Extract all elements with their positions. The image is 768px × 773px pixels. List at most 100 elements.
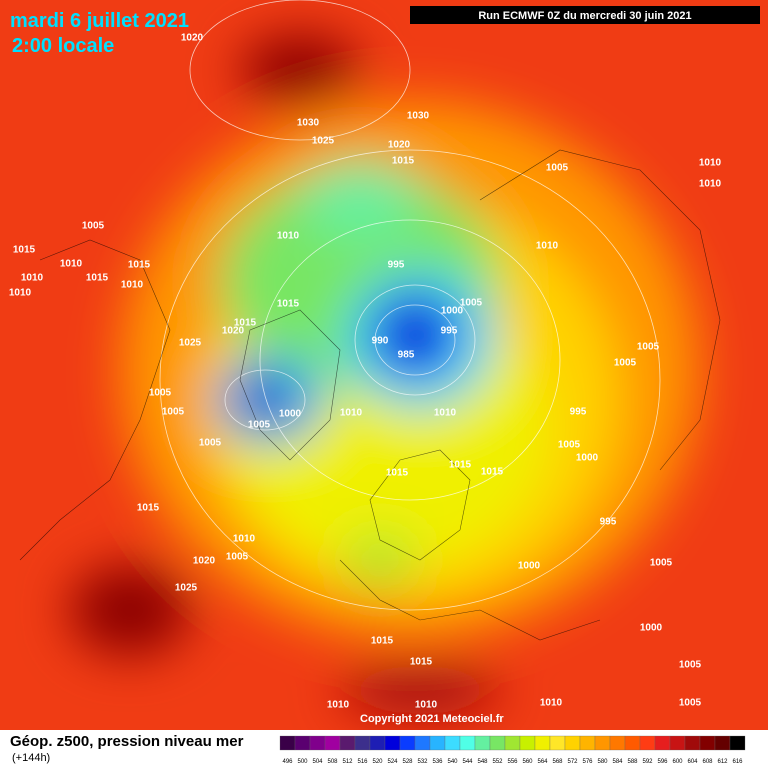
legend-swatch [699,735,716,751]
legend-swatch [549,735,566,751]
isobar-label: 1015 [277,299,300,310]
legend-swatch [594,735,611,751]
isobar-label: 1020 [181,33,204,44]
color-legend: 496 500 504 508 512 516 520 524 528 532 536 540 544 5… [279,735,746,765]
forecast-date: mardi 6 juillet 2021 [10,10,189,32]
legend-swatch [399,735,416,751]
isobar-label: 1010 [233,534,256,545]
legend-swatch [579,735,596,751]
isobar-label: 1025 [312,136,335,147]
isobar-label: 1010 [21,273,44,284]
legend-label: 548 [477,759,488,765]
legend-swatch [384,735,401,751]
legend-label: 616 [732,759,743,765]
legend-swatch [339,735,356,751]
isobar-label: 1015 [137,503,160,514]
forecast-time: 2:00 locale [12,35,114,57]
legend-label: 600 [672,759,683,765]
isobar-label: 1025 [175,583,198,594]
legend-label: 508 [327,759,338,765]
isobar-label: 1005 [162,407,185,418]
isobar-label: 1005 [82,221,105,232]
legend-label: 612 [717,759,728,765]
isobar-label: 995 [441,326,458,337]
legend-label: 520 [372,759,383,765]
legend-label: 500 [297,759,308,765]
legend-swatch [309,735,326,751]
legend-swatch [684,735,701,751]
isobar-label: 1030 [407,111,430,122]
isobar-label: 1015 [234,318,257,329]
isobar-label: 1020 [222,326,245,337]
legend-swatch [279,735,296,751]
isobar-label: 1005 [460,298,483,309]
isobar-label: 1005 [614,358,637,369]
isobar-label: 1000 [441,306,464,317]
isobar-label: 1005 [546,163,569,174]
legend-label: 528 [402,759,413,765]
legend-swatch [369,735,386,751]
isobar-label: 1010 [540,698,563,709]
legend-swatch [474,735,491,751]
isobar-label: 1015 [13,245,36,256]
isobar-label: 995 [570,407,587,418]
isobar-label: 1015 [481,467,504,478]
legend-label: 552 [492,759,503,765]
isobar-label: 1015 [86,273,109,284]
legend-label: 532 [417,759,428,765]
isobar-label: 1005 [199,438,222,449]
legend-swatch [504,735,521,751]
legend-label: 568 [552,759,563,765]
isobar-label: 1025 [179,338,202,349]
geopotential-field [70,35,700,715]
legend-swatch [519,735,536,751]
legend-label: 592 [642,759,653,765]
isobar-label: 1010 [699,179,722,190]
isobar-label: 1005 [248,420,271,431]
legend-label: 564 [537,759,548,765]
legend-label: 608 [702,759,713,765]
isobar-label: 1005 [558,440,581,451]
legend-label: 572 [567,759,578,765]
legend-label: 544 [462,759,473,765]
isobar-label: 990 [372,336,389,347]
isobar-label: 1015 [449,460,472,471]
isobar-label: 1010 [277,231,300,242]
isobar-label: 1005 [650,558,673,569]
legend-label: 576 [582,759,593,765]
legend-swatch [324,735,341,751]
isobar-label: 995 [600,517,617,528]
isobar-label: 1005 [149,388,172,399]
isobar-label: 1010 [327,700,350,711]
legend-swatch [414,735,431,751]
legend-label: 556 [507,759,518,765]
isobar-label: 1020 [193,556,216,567]
isobar-label: 1010 [121,280,144,291]
legend-swatch [729,735,746,751]
isobar-label: 1010 [699,158,722,169]
copyright: Copyright 2021 Meteociel.fr [360,713,504,725]
isobars [159,0,661,611]
legend-label: 524 [387,759,398,765]
legend-label: 596 [657,759,668,765]
legend-swatch [654,735,671,751]
run-info: Run ECMWF 0Z du mercredi 30 juin 2021 [478,10,691,22]
isobar-label: 1010 [340,408,363,419]
isobar-label: 1010 [434,408,457,419]
legend-label: 560 [522,759,533,765]
legend-label: 584 [612,759,623,765]
legend-swatch [354,735,371,751]
isobar-label: 1005 [679,660,702,671]
isobar-label: 1000 [518,561,541,572]
run-banner [410,6,760,24]
legend-swatch [444,735,461,751]
isobar-label: 1010 [60,259,83,270]
legend-label: 504 [312,759,323,765]
isobar-label: 1005 [679,698,702,709]
legend-label: 540 [447,759,458,765]
legend-swatch [609,735,626,751]
isobar-label: 1015 [371,636,394,647]
legend-swatch [639,735,656,751]
